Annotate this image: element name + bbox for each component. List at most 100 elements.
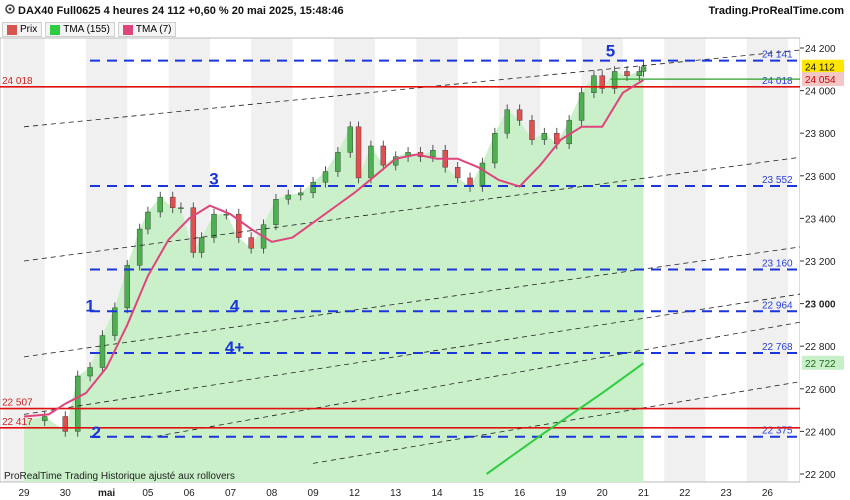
candle-body bbox=[169, 196, 176, 208]
legend-item-price[interactable]: Prix bbox=[2, 22, 43, 37]
y-tick-label: 24 000 bbox=[805, 87, 836, 98]
candle-body bbox=[599, 75, 605, 89]
candle-body bbox=[611, 71, 618, 89]
candle-body bbox=[136, 228, 143, 266]
candle-body bbox=[248, 237, 254, 249]
x-tick-label: 07 bbox=[225, 488, 237, 499]
candle-body bbox=[591, 75, 597, 93]
price-tag bbox=[802, 59, 844, 74]
x-tick-label: 19 bbox=[555, 488, 567, 499]
candle-body bbox=[298, 192, 304, 196]
price-tag-label: 24 112 bbox=[805, 63, 835, 74]
x-tick-label: 06 bbox=[184, 488, 196, 499]
level-label: 23 552 bbox=[762, 175, 793, 186]
legend-label: TMA (7) bbox=[135, 24, 172, 35]
candle-body bbox=[273, 199, 279, 225]
y-tick-label: 23 800 bbox=[805, 129, 836, 140]
x-tick-label: 14 bbox=[431, 488, 443, 499]
candle-body bbox=[640, 66, 647, 72]
legend-label: Prix bbox=[20, 24, 38, 35]
y-tick-label: 24 200 bbox=[805, 44, 836, 55]
indicator-legend: Prix TMA (155) TMA (7) bbox=[2, 22, 177, 37]
candle-body bbox=[335, 152, 341, 172]
candle-body bbox=[479, 162, 486, 187]
x-tick-label: 12 bbox=[349, 488, 361, 499]
price-tag-label: 22 722 bbox=[805, 359, 836, 370]
level-label: 22 768 bbox=[762, 342, 793, 353]
tma155-swatch bbox=[50, 24, 61, 35]
legend-item-tma7[interactable]: TMA (7) bbox=[117, 22, 177, 37]
x-tick-label: 29 bbox=[18, 488, 30, 499]
channel-line bbox=[313, 377, 822, 464]
series-line bbox=[485, 362, 645, 475]
gear-icon[interactable] bbox=[4, 3, 16, 15]
legend-item-tma155[interactable]: TMA (155) bbox=[45, 22, 115, 37]
x-tick-label: 26 bbox=[762, 488, 774, 499]
y-tick-label: 23 200 bbox=[805, 257, 836, 268]
candle-body bbox=[624, 71, 630, 76]
candle-body bbox=[87, 367, 93, 377]
price-swatch bbox=[7, 24, 17, 35]
candle-body bbox=[99, 335, 106, 368]
y-tick-label: 22 200 bbox=[805, 470, 836, 481]
y-tick-label: 23 600 bbox=[805, 172, 836, 183]
x-tick-label: 30 bbox=[60, 488, 72, 499]
candle-body bbox=[529, 120, 535, 140]
x-tick-label: 23 bbox=[721, 488, 733, 499]
candle-body bbox=[368, 145, 374, 179]
candle-body bbox=[636, 71, 643, 76]
y-axis-panel bbox=[800, 38, 850, 482]
y-tick-label: 22 400 bbox=[805, 427, 836, 438]
wave-label: 1 bbox=[85, 296, 94, 315]
x-tick-label: 21 bbox=[638, 488, 650, 499]
x-tick-label: 20 bbox=[597, 488, 609, 499]
candle-body bbox=[124, 265, 130, 309]
candle-body bbox=[578, 92, 585, 121]
level-left-label: 22 507 bbox=[2, 398, 33, 409]
legend-label: TMA (155) bbox=[63, 24, 110, 35]
series-line bbox=[23, 79, 645, 418]
level-label: 24 018 bbox=[762, 76, 793, 87]
price-tag-label: 24 054 bbox=[805, 75, 836, 86]
channel-line bbox=[23, 243, 822, 358]
candle-body bbox=[322, 171, 329, 183]
candle-body bbox=[566, 120, 572, 145]
footer-note: ProRealTime Trading Historique ajusté au… bbox=[4, 471, 235, 482]
tma7-swatch bbox=[122, 24, 133, 35]
candle-body bbox=[74, 375, 81, 432]
candle-body bbox=[178, 207, 184, 209]
candle-body bbox=[236, 213, 242, 238]
candle-body bbox=[430, 150, 436, 157]
channel-line bbox=[147, 318, 822, 439]
candle-body bbox=[62, 416, 68, 432]
y-tick-label: 22 800 bbox=[805, 342, 836, 353]
y-tick-label: 23 400 bbox=[805, 214, 836, 225]
level-label: 22 964 bbox=[762, 300, 793, 311]
candle-body bbox=[145, 211, 151, 230]
channel-line bbox=[23, 154, 822, 262]
candle-body bbox=[198, 237, 205, 253]
candle-body bbox=[190, 207, 197, 253]
x-tick-label: 09 bbox=[308, 488, 320, 499]
x-tick-label: 13 bbox=[390, 488, 402, 499]
candle-body bbox=[41, 416, 48, 421]
candle-body bbox=[112, 307, 118, 336]
price-tag bbox=[802, 355, 844, 370]
candle-body bbox=[211, 213, 217, 238]
level-label: 23 160 bbox=[762, 259, 793, 270]
chart-title: DAX40 Full0625 4 heures 24 112 +0,60 % 2… bbox=[18, 5, 344, 17]
level-label: 24 141 bbox=[762, 50, 793, 61]
x-tick-label: 15 bbox=[473, 488, 485, 499]
day-stripe bbox=[705, 38, 747, 482]
candle-body bbox=[504, 109, 510, 134]
y-tick-label: 22 600 bbox=[805, 385, 836, 396]
candle-body bbox=[516, 109, 523, 121]
candle-body bbox=[492, 132, 498, 164]
candle-body bbox=[310, 181, 316, 194]
candle-body bbox=[347, 126, 353, 153]
price-tag bbox=[802, 72, 844, 87]
candle-body bbox=[380, 145, 387, 166]
candle-body bbox=[454, 167, 461, 179]
candle-body bbox=[541, 132, 548, 140]
